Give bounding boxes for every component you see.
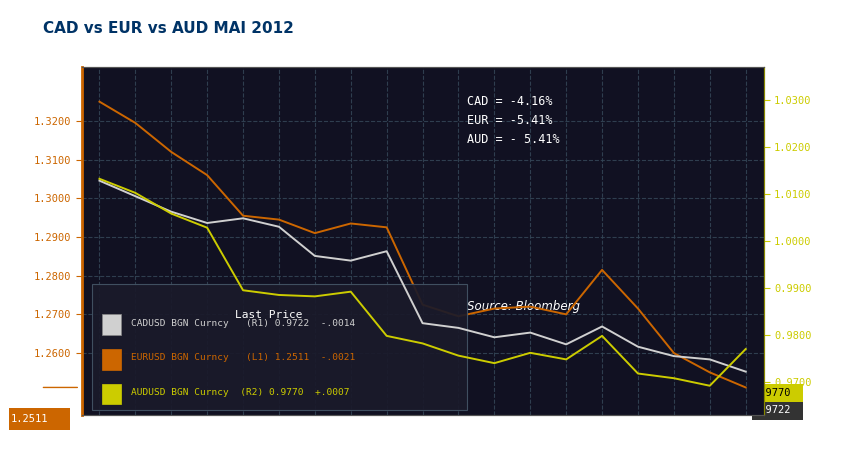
FancyBboxPatch shape: [9, 408, 70, 430]
FancyBboxPatch shape: [92, 284, 467, 410]
Text: Source: Bloomberg: Source: Bloomberg: [467, 301, 580, 313]
Text: 1.2511: 1.2511: [11, 414, 49, 424]
Text: 0.9770: 0.9770: [753, 388, 791, 398]
Text: CAD = -4.16%
EUR = -5.41%
AUD = - 5.41%: CAD = -4.16% EUR = -5.41% AUD = - 5.41%: [467, 95, 559, 146]
Text: EURUSD BGN Curncy   (L1) 1.2511  -.0021: EURUSD BGN Curncy (L1) 1.2511 -.0021: [131, 353, 355, 362]
Bar: [102, 384, 121, 404]
Text: Last Price: Last Price: [235, 311, 303, 320]
Bar: [102, 349, 121, 370]
X-axis label: May 2012: May 2012: [394, 438, 451, 451]
Bar: [102, 314, 121, 335]
Text: CADUSD BGN Curncy   (R1) 0.9722  -.0014: CADUSD BGN Curncy (R1) 0.9722 -.0014: [131, 319, 355, 327]
Bar: [752, 401, 803, 420]
Text: AUDUSD BGN Curncy  (R2) 0.9770  +.0007: AUDUSD BGN Curncy (R2) 0.9770 +.0007: [131, 388, 350, 397]
Bar: [752, 384, 803, 402]
Text: 0.9722: 0.9722: [753, 405, 791, 415]
Text: CAD vs EUR vs AUD MAI 2012: CAD vs EUR vs AUD MAI 2012: [43, 21, 293, 36]
